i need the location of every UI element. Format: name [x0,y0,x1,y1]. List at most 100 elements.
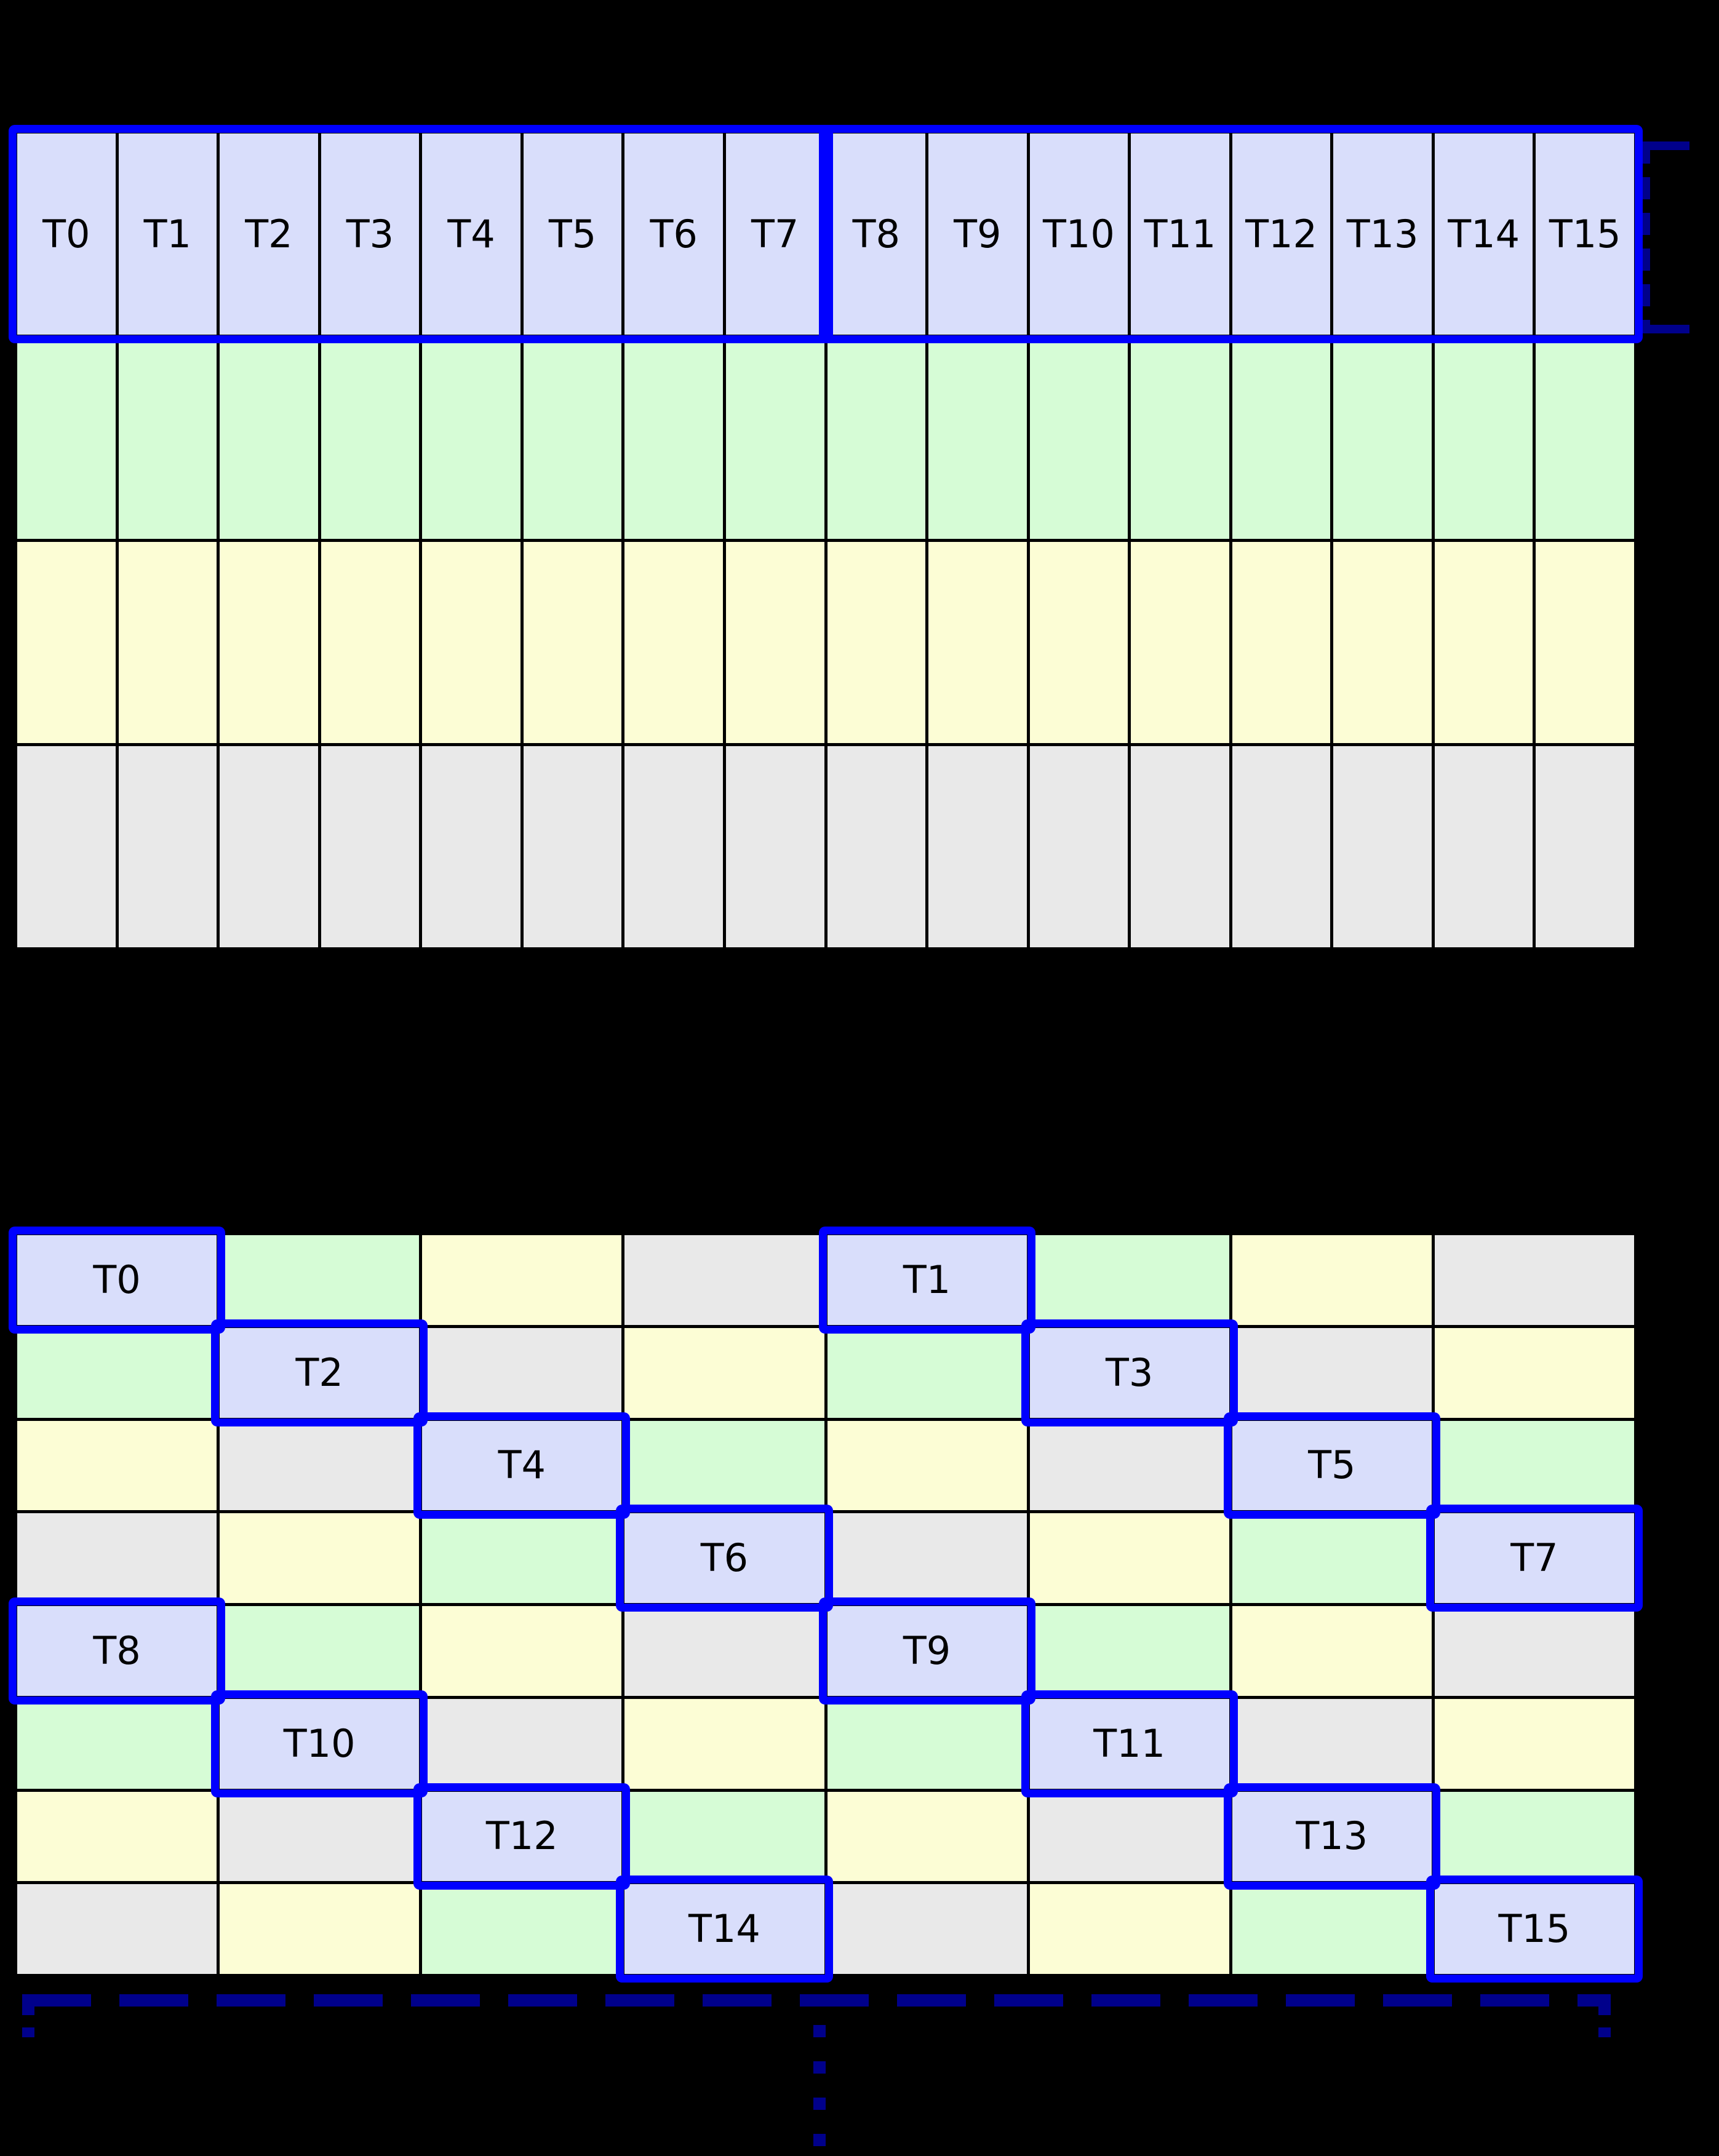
memory-cell [422,1698,622,1789]
memory-cell [827,1698,1027,1789]
memory-cell [523,338,622,539]
memory-cell [1131,746,1229,947]
memory-cell [17,1327,217,1418]
memory-cell [118,338,217,539]
memory-cell [1434,1327,1634,1418]
memory-cell [220,338,318,539]
bracket-tick [1598,1994,1611,2037]
memory-cell [1434,1698,1634,1789]
ellipsis-dot [813,2134,826,2146]
thread-cell: T12 [422,1791,622,1882]
thread-cell: T13 [1232,1791,1432,1882]
thread-cell: T0 [17,1235,217,1325]
thread-cell: T7 [1434,1513,1634,1603]
memory-cell [220,1884,420,1974]
memory-cell [624,1420,824,1511]
thread-cell: T15 [1536,133,1634,335]
memory-cell [220,1420,420,1511]
thread-label: T10 [283,1720,356,1766]
thread-cell: T13 [1333,133,1432,335]
ellipsis-dot [813,2098,826,2110]
memory-cell [1029,542,1128,743]
memory-cell [624,1606,824,1696]
thread-cell: T7 [725,133,824,335]
thread-label: T14 [688,1906,760,1952]
memory-cell [1333,542,1432,743]
memory-cell [1029,746,1128,947]
memory-cell [624,746,723,947]
memory-cell [118,746,217,947]
memory-cell [1434,338,1533,539]
thread-cell: T4 [422,133,520,335]
memory-cell [17,746,116,947]
thread-cell: T8 [17,1606,217,1696]
memory-cell [827,542,926,743]
memory-cell [220,1606,420,1696]
memory-cell [1029,338,1128,539]
memory-cell [422,1884,622,1974]
memory-cell [1333,746,1432,947]
memory-cell [1434,1606,1634,1696]
memory-cell [523,746,622,947]
bracket-dashed-line [22,1994,1611,2007]
memory-cell [1434,1420,1634,1511]
thread-label: T7 [1510,1535,1558,1581]
bracket-tick [1641,325,1689,333]
thread-label: T8 [852,211,900,257]
bracket-tick [1641,141,1689,150]
thread-label: T0 [93,1257,141,1302]
thread-cell: T9 [827,1606,1027,1696]
thread-cell: T15 [1434,1884,1634,1974]
thread-cell: T10 [220,1698,420,1789]
thread-label: T13 [1346,211,1419,257]
memory-cell [1232,1884,1432,1974]
memory-cell [1434,542,1533,743]
memory-cell [827,746,926,947]
memory-cell [624,1235,824,1325]
memory-cell [1131,338,1229,539]
thread-label: T9 [903,1628,951,1673]
memory-cell [17,1791,217,1882]
thread-label: T12 [1245,211,1317,257]
thread-label: T2 [245,211,293,257]
thread-cell: T6 [624,1513,824,1603]
memory-cell [827,1420,1027,1511]
memory-cell [422,1327,622,1418]
memory-cell [725,338,824,539]
memory-cell [1536,338,1634,539]
memory-cell [523,542,622,743]
thread-cell: T2 [220,133,318,335]
memory-cell [725,542,824,743]
memory-cell [1232,1513,1432,1603]
thread-cell: T5 [523,133,622,335]
thread-cell: T11 [1131,133,1229,335]
memory-cell [17,1884,217,1974]
memory-cell [1434,746,1533,947]
grid-span-bracket-icon [22,1994,1611,2037]
thread-cell: T2 [220,1327,420,1418]
memory-cell [220,746,318,947]
thread-label: T5 [1308,1442,1356,1488]
thread-label: T6 [650,211,698,257]
memory-cell [17,1698,217,1789]
thread-label: T2 [295,1350,343,1395]
thread-label: T1 [143,211,191,257]
thread-label: T7 [751,211,799,257]
memory-cell [827,1513,1027,1603]
thread-cell: T12 [1232,133,1331,335]
thread-label: T8 [93,1628,141,1673]
thread-cell: T11 [1029,1698,1229,1789]
memory-cell [422,746,520,947]
memory-cell [422,542,520,743]
bracket-dashed-line [1641,141,1650,333]
thread-label: T11 [1093,1720,1166,1766]
memory-cell [17,542,116,743]
memory-cell [1232,746,1331,947]
memory-cell [624,1698,824,1789]
thread-cell: T5 [1232,1420,1432,1511]
memory-cell [1536,542,1634,743]
thread-label: T15 [1549,211,1621,257]
thread-label: T0 [42,211,90,257]
memory-cell [928,338,1027,539]
